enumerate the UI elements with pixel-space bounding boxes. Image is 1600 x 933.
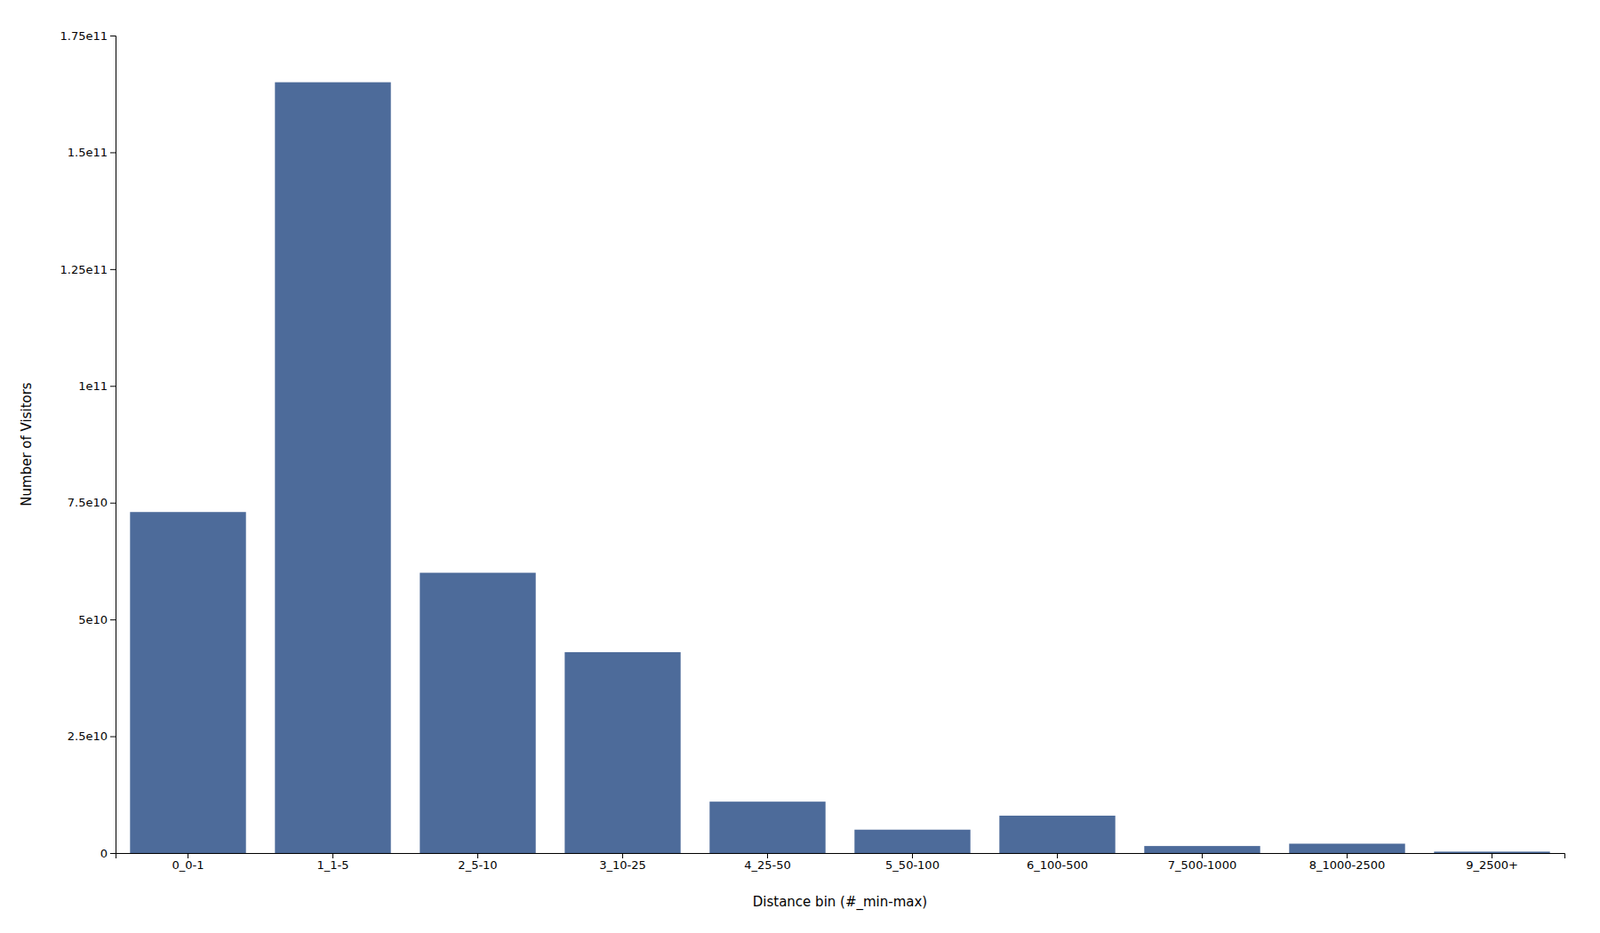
y-tick: 1e11 — [78, 379, 116, 393]
tick-label: 5_50-100 — [885, 858, 940, 872]
x-tick: 6_100-500 — [1026, 853, 1088, 872]
x-axis: 0_0-1 1_1-5 2_5-10 3_10-25 4_25-50 5_50-100 6_… — [116, 853, 1566, 872]
bar — [564, 652, 680, 854]
x-tick: 8_1000-2500 — [1309, 853, 1386, 872]
y-axis: 0 2.5e10 5e10 7.5e10 1e11 1.25e11 1.5e11 1.75e1… — [60, 29, 117, 861]
tick-label: 2_5-10 — [457, 858, 497, 872]
x-tick: 5_50-100 — [885, 853, 940, 872]
y-tick: 7.5e10 — [67, 496, 116, 510]
tick-mark — [1201, 853, 1203, 859]
tick-label: 1.75e11 — [60, 29, 109, 43]
y-tick: 1.25e11 — [60, 263, 117, 277]
chart-container: 0_0-1 1_1-5 2_5-10 3_10-25 4_25-50 5_50-100 6_… — [0, 0, 1600, 933]
x-tick: 7_500-1000 — [1168, 853, 1237, 872]
tick-mark — [1056, 853, 1058, 859]
bars — [129, 82, 1550, 854]
tick-mark — [622, 853, 624, 859]
x-tick: 2_5-10 — [457, 853, 497, 872]
plot-area: 0_0-1 1_1-5 2_5-10 3_10-25 4_25-50 5_50-100 6_… — [60, 29, 1566, 873]
y-tick: 2.5e10 — [67, 729, 116, 744]
x-axis-title: Distance bin (#_min-max) — [752, 894, 928, 912]
tick-label: 7.5e10 — [67, 496, 108, 510]
bar — [1288, 843, 1405, 854]
chart-svg: 0_0-1 1_1-5 2_5-10 3_10-25 4_25-50 5_50-100 6_… — [0, 0, 1600, 933]
y-axis-title: Number of Visitors — [18, 382, 35, 507]
bar — [419, 573, 536, 854]
bar — [709, 801, 825, 854]
tick-label: 1.25e11 — [60, 263, 109, 277]
tick-label: 9_2500+ — [1465, 858, 1519, 872]
tick-mark — [110, 35, 116, 37]
tick-mark — [1491, 853, 1493, 859]
axis-line — [110, 36, 117, 855]
tick-mark — [477, 853, 479, 859]
tick-label: 8_1000-2500 — [1309, 858, 1386, 872]
tick-label: 1_1-5 — [316, 858, 349, 872]
bar — [129, 512, 246, 854]
tick-label: 0 — [100, 847, 108, 861]
x-tick: 0_0-1 — [171, 853, 204, 872]
tick-mark — [110, 619, 116, 621]
tick-label: 6_100-500 — [1026, 858, 1088, 872]
tick-mark — [1346, 853, 1348, 859]
bar — [854, 830, 970, 854]
y-tick: 1.75e11 — [60, 29, 117, 43]
tick-label: 3_10-25 — [599, 858, 647, 872]
tick-label: 0_0-1 — [171, 858, 204, 872]
tick-mark — [110, 385, 116, 387]
tick-mark — [110, 736, 116, 738]
x-tick: 3_10-25 — [599, 853, 647, 872]
y-tick: 5e10 — [78, 613, 116, 627]
tick-label: 5e10 — [78, 613, 108, 627]
tick-label: 2.5e10 — [67, 729, 108, 744]
y-tick: 1.5e11 — [67, 145, 116, 160]
tick-label: 1.5e11 — [67, 145, 108, 160]
y-tick: 0 — [100, 847, 116, 861]
tick-mark — [187, 853, 189, 859]
bar — [274, 82, 391, 854]
tick-label: 7_500-1000 — [1168, 858, 1237, 872]
tick-mark — [110, 269, 116, 271]
bar — [999, 816, 1115, 854]
tick-label: 4_25-50 — [744, 858, 792, 872]
tick-mark — [110, 503, 116, 504]
x-tick: 4_25-50 — [744, 853, 792, 872]
tick-mark — [912, 853, 913, 859]
x-tick: 1_1-5 — [316, 853, 349, 872]
bar — [1433, 851, 1550, 854]
tick-mark — [110, 853, 116, 855]
tick-mark — [332, 853, 334, 859]
tick-mark — [767, 853, 768, 859]
tick-label: 1e11 — [78, 379, 108, 393]
bar — [1144, 846, 1260, 854]
tick-mark — [110, 152, 116, 153]
axis-line — [116, 854, 1566, 860]
x-tick: 9_2500+ — [1465, 853, 1519, 872]
